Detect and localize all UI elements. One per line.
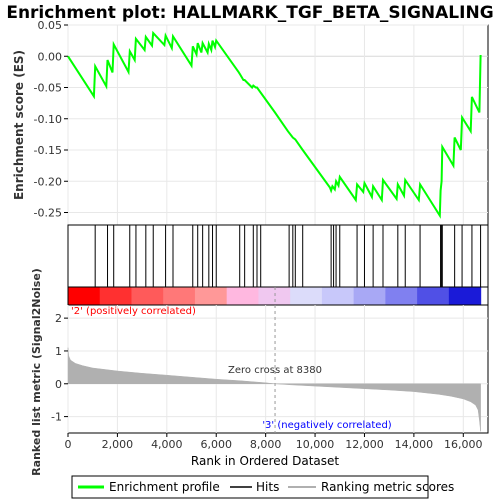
legend-enrichment-label: Enrichment profile (109, 480, 220, 494)
color-bar-segment (99, 287, 133, 305)
hits-frame (67, 224, 489, 288)
es-y-tick-label: -0.25 (34, 207, 62, 220)
es-y-ticks: 0.05 0.00 -0.05 -0.10 -0.15 -0.20 -0.25 (34, 19, 68, 220)
color-bar-segment (321, 287, 355, 305)
x-axis-label: Rank in Ordered Dataset (191, 454, 339, 468)
color-bar-segment (68, 287, 101, 305)
metric-y-tick-label: -1 (51, 411, 62, 424)
metric-panel: 2 1 0 -1 Zero cross at 8380 '2' (positively… (30, 268, 489, 476)
es-y-tick-label: -0.15 (34, 144, 62, 157)
x-tick-label: 12,000 (345, 438, 384, 451)
es-panel: 0.05 0.00 -0.05 -0.10 -0.15 -0.20 -0.25 Enrich… (12, 19, 489, 226)
metric-y-ticks: 2 1 0 -1 (51, 312, 68, 424)
es-y-tick-label: 0.00 (38, 50, 63, 63)
x-tick-label: 14,000 (395, 438, 434, 451)
color-bar-segment (385, 287, 418, 305)
zero-cross-label: Zero cross at 8380 (228, 365, 322, 376)
es-plot-frame (67, 24, 489, 226)
positive-correlation-label: '2' (positively correlated) (71, 306, 196, 317)
es-grid (67, 24, 488, 225)
es-y-label: Enrichment score (ES) (12, 50, 26, 200)
es-y-tick-label: 0.05 (38, 19, 63, 32)
enrichment-profile-line (67, 30, 482, 219)
negative-correlation-label: '3' (negatively correlated) (262, 420, 391, 431)
metric-y-tick-label: 0 (55, 378, 62, 391)
hits-group (94, 225, 482, 287)
x-axis-ticks: 0 2,000 4,000 6,000 8,000 10,000 12,000 14,000 1… (65, 433, 483, 451)
color-bar-segment (163, 287, 196, 305)
chart-title: Enrichment plot: HALLMARK_TGF_BETA_SIGNA… (6, 3, 493, 23)
legend: Enrichment profile Hits Ranking metric s… (71, 475, 454, 499)
color-bar-segment (417, 287, 450, 305)
x-tick-label: 2,000 (102, 438, 134, 451)
x-tick-label: 6,000 (200, 438, 232, 451)
metric-y-tick-label: 1 (55, 345, 62, 358)
x-tick-label: 4,000 (151, 438, 183, 451)
metric-y-label: Ranked list metric (Signal2Noise) (30, 268, 43, 476)
color-bar-segment (448, 287, 482, 305)
color-bar-segment (131, 287, 164, 305)
legend-metric-label: Ranking metric scores (321, 480, 454, 494)
color-bar-segment (353, 287, 386, 305)
es-line-group (67, 30, 482, 219)
x-tick-label: 0 (65, 438, 72, 451)
es-y-tick-label: -0.20 (34, 175, 62, 188)
es-y-tick-label: -0.10 (34, 113, 62, 126)
metric-fill-group (67, 347, 481, 432)
hits-panel (67, 224, 489, 288)
legend-hits-label: Hits (256, 480, 279, 494)
metric-y-tick-label: 2 (55, 312, 62, 325)
es-y-tick-label: -0.05 (34, 82, 62, 95)
x-tick-label: 16,000 (444, 438, 483, 451)
color-bar-segment (290, 287, 323, 305)
ranking-metric-area (67, 347, 481, 432)
correlation-color-bar (68, 287, 482, 305)
color-bar-segment (226, 287, 260, 305)
color-bar-segment (194, 287, 228, 305)
x-tick-label: 8,000 (250, 438, 282, 451)
x-tick-label: 10,000 (296, 438, 335, 451)
metric-frame (67, 304, 489, 434)
